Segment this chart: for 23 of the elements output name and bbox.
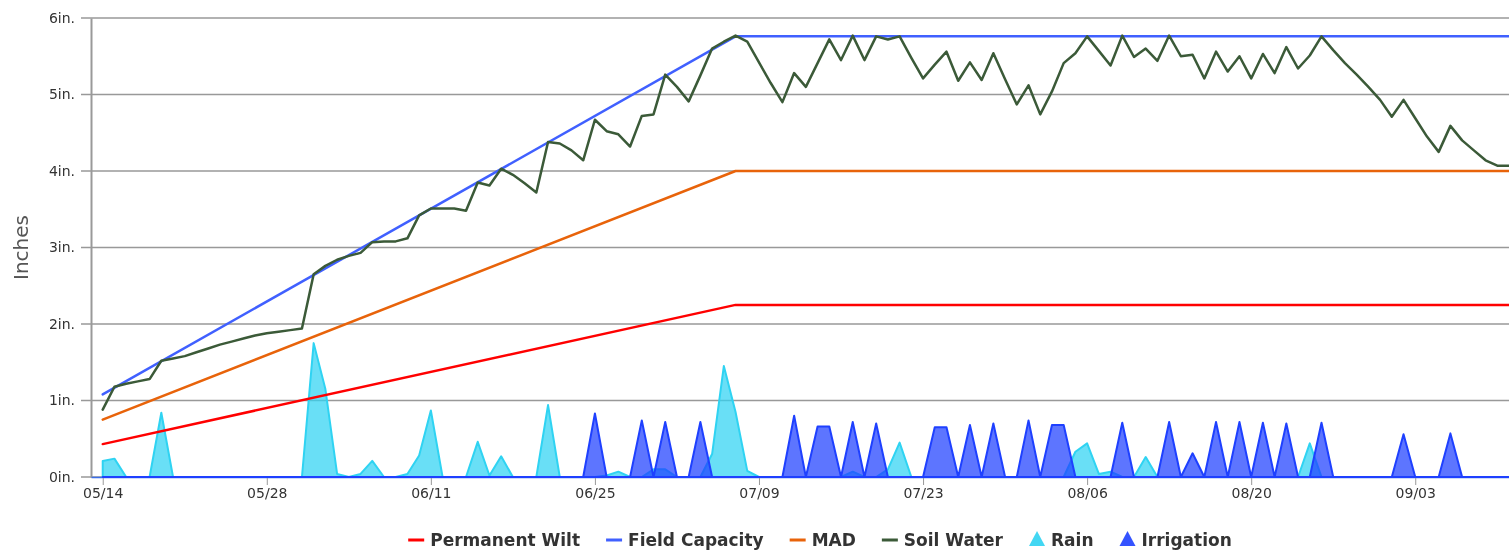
x-tick-label: 06/25 — [575, 484, 616, 501]
legend-label: Irrigation — [1141, 530, 1232, 550]
y-tick-label: 0in. — [48, 468, 75, 485]
y-tick-label: 3in. — [48, 239, 75, 256]
x-tick-label: 05/28 — [247, 484, 288, 501]
y-tick-label: 2in. — [48, 315, 75, 332]
x-tick-label: 07/09 — [739, 484, 780, 501]
y-tick-label: 6in. — [48, 9, 75, 26]
legend-label: MAD — [811, 530, 856, 550]
x-tick-label: 05/14 — [83, 484, 124, 501]
legend-label: Permanent Wilt — [430, 530, 581, 550]
x-tick-label: 06/11 — [411, 484, 452, 501]
x-tick-label: 07/23 — [903, 484, 944, 501]
x-tick-label: 08/06 — [1067, 484, 1108, 501]
y-tick-label: 4in. — [48, 162, 75, 179]
legend-label: Soil Water — [903, 530, 1004, 550]
x-tick-label: 09/03 — [1395, 484, 1436, 501]
y-axis-title: Inches — [9, 215, 33, 280]
legend-label: Rain — [1051, 530, 1094, 550]
y-tick-label: 1in. — [48, 392, 75, 409]
y-tick-label: 5in. — [48, 86, 75, 103]
legend-label: Field Capacity — [628, 530, 764, 550]
x-tick-label: 08/20 — [1231, 484, 1272, 501]
